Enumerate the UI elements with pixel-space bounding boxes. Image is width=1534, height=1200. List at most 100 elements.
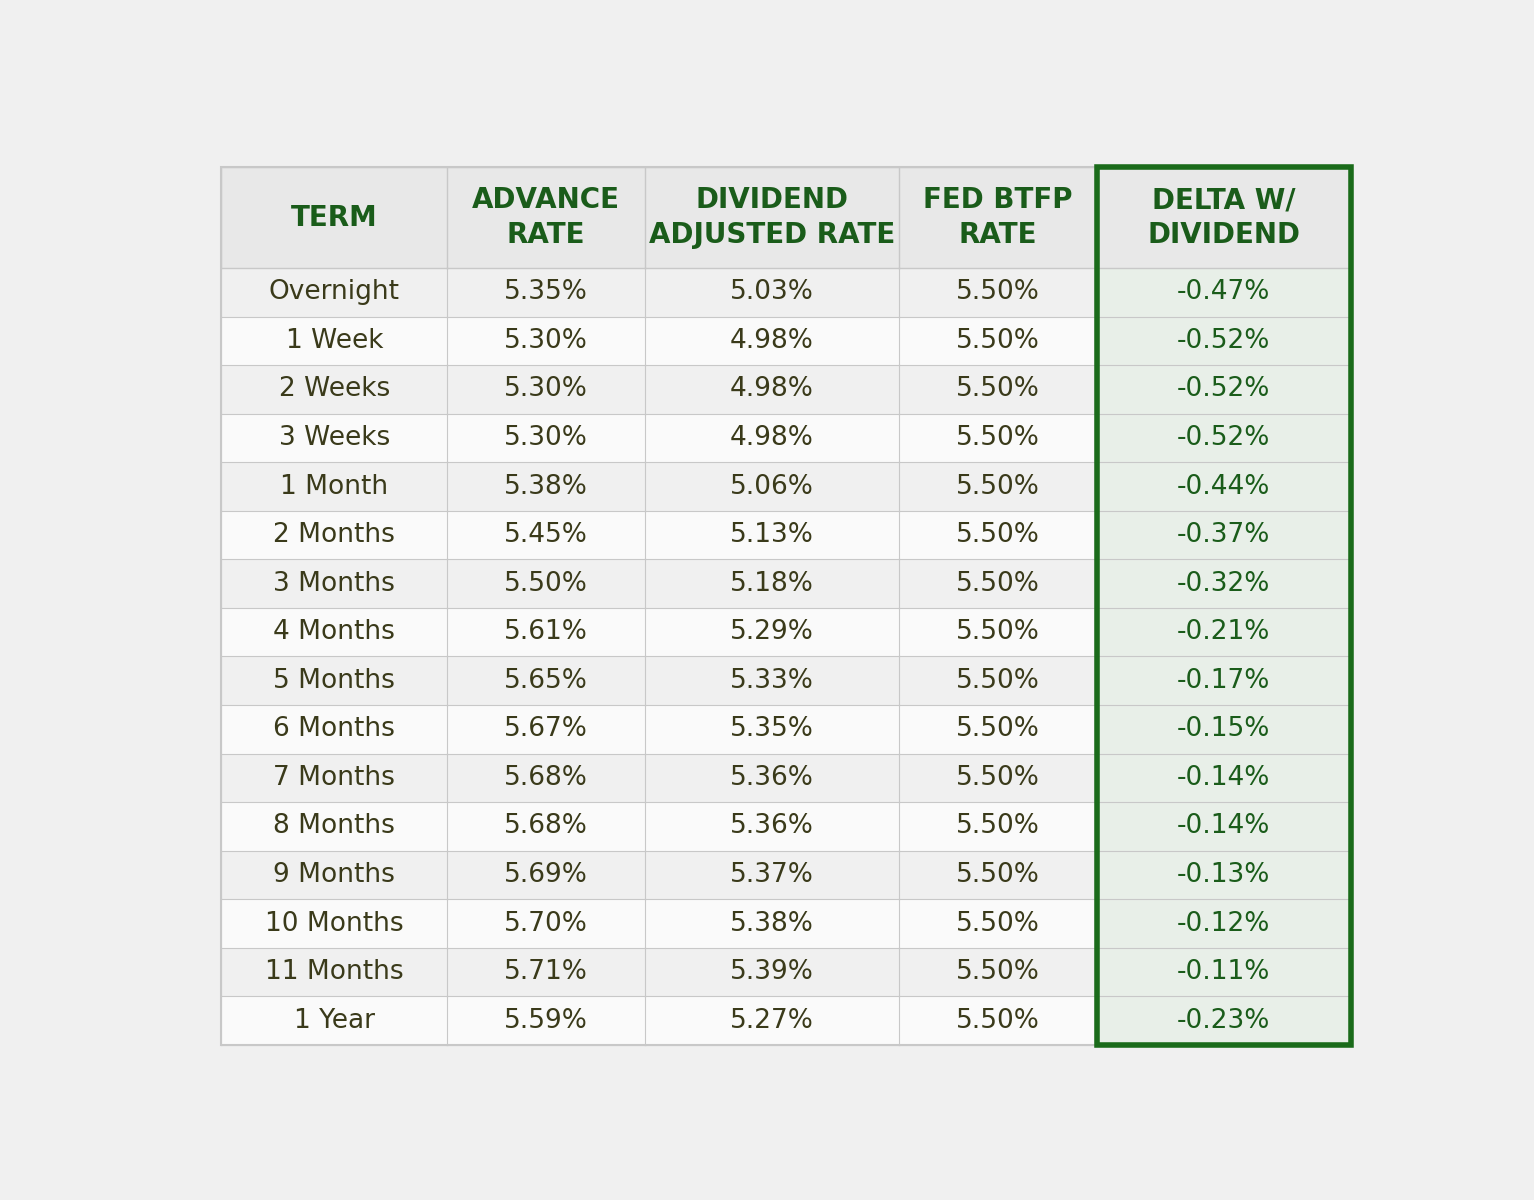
Bar (644, 559, 899, 608)
Text: -0.32%: -0.32% (1177, 571, 1270, 596)
Text: DIVIDEND
ADJUSTED RATE: DIVIDEND ADJUSTED RATE (649, 186, 896, 248)
Bar (1097, 656, 1351, 706)
Bar (448, 948, 644, 996)
Bar (899, 462, 1097, 511)
Text: 5.27%: 5.27% (730, 1008, 815, 1033)
Text: -0.14%: -0.14% (1177, 814, 1270, 840)
Text: 1 Year: 1 Year (295, 1008, 374, 1033)
Bar (1097, 365, 1351, 414)
Text: 2 Months: 2 Months (273, 522, 396, 548)
Text: 4.98%: 4.98% (730, 377, 815, 402)
Bar (899, 559, 1097, 608)
Text: 1 Month: 1 Month (281, 474, 388, 499)
Text: 5.45%: 5.45% (505, 522, 588, 548)
Bar (221, 317, 448, 365)
Text: 5.69%: 5.69% (505, 862, 588, 888)
Bar (644, 608, 899, 656)
Text: 5.70%: 5.70% (505, 911, 588, 936)
Bar (448, 559, 644, 608)
Bar (1097, 608, 1351, 656)
Bar (644, 462, 899, 511)
Bar (1097, 948, 1351, 996)
Bar (448, 317, 644, 365)
Bar (644, 414, 899, 462)
Bar (899, 754, 1097, 802)
Bar (899, 996, 1097, 1045)
Text: -0.52%: -0.52% (1177, 328, 1270, 354)
Bar (448, 268, 644, 317)
Text: 5.33%: 5.33% (730, 667, 815, 694)
Bar (899, 511, 1097, 559)
Text: 5.50%: 5.50% (956, 959, 1040, 985)
Bar (1097, 414, 1351, 462)
Bar (644, 851, 899, 899)
Text: 5 Months: 5 Months (273, 667, 396, 694)
Bar (221, 511, 448, 559)
Bar (644, 268, 899, 317)
Text: 11 Months: 11 Months (265, 959, 403, 985)
Text: -0.47%: -0.47% (1177, 280, 1270, 305)
Bar (221, 706, 448, 754)
Text: 5.50%: 5.50% (956, 764, 1040, 791)
Bar (448, 365, 644, 414)
Bar (899, 414, 1097, 462)
Text: 5.37%: 5.37% (730, 862, 815, 888)
Bar (448, 851, 644, 899)
Bar (644, 317, 899, 365)
Text: Overnight: Overnight (268, 280, 400, 305)
Bar (221, 948, 448, 996)
Bar (221, 996, 448, 1045)
Bar (448, 608, 644, 656)
Bar (448, 899, 644, 948)
Text: -0.15%: -0.15% (1177, 716, 1270, 743)
Text: 5.36%: 5.36% (730, 814, 815, 840)
Text: 5.50%: 5.50% (956, 280, 1040, 305)
Bar (1097, 167, 1351, 268)
Text: 4.98%: 4.98% (730, 425, 815, 451)
Bar (221, 754, 448, 802)
Text: ADVANCE
RATE: ADVANCE RATE (472, 186, 620, 248)
Bar (448, 996, 644, 1045)
Bar (644, 899, 899, 948)
Text: 5.61%: 5.61% (505, 619, 588, 646)
Bar (221, 365, 448, 414)
Text: 5.30%: 5.30% (505, 328, 588, 354)
Text: -0.14%: -0.14% (1177, 764, 1270, 791)
Text: 5.50%: 5.50% (956, 619, 1040, 646)
Text: 2 Weeks: 2 Weeks (279, 377, 390, 402)
Bar (448, 656, 644, 706)
Text: 3 Weeks: 3 Weeks (279, 425, 390, 451)
Text: 5.13%: 5.13% (730, 522, 815, 548)
Text: 5.35%: 5.35% (730, 716, 815, 743)
Text: 5.36%: 5.36% (730, 764, 815, 791)
Text: -0.21%: -0.21% (1177, 619, 1270, 646)
Bar (221, 414, 448, 462)
Text: 5.50%: 5.50% (956, 716, 1040, 743)
Text: -0.17%: -0.17% (1177, 667, 1270, 694)
Bar (899, 851, 1097, 899)
Bar (1097, 706, 1351, 754)
Bar (1097, 317, 1351, 365)
Text: 5.50%: 5.50% (956, 862, 1040, 888)
Bar (644, 802, 899, 851)
Bar (448, 754, 644, 802)
Text: 5.65%: 5.65% (505, 667, 588, 694)
Text: TERM: TERM (291, 204, 377, 232)
Text: 5.71%: 5.71% (505, 959, 588, 985)
Text: -0.11%: -0.11% (1177, 959, 1270, 985)
Text: FED BTFP
RATE: FED BTFP RATE (923, 186, 1072, 248)
Bar (1097, 851, 1351, 899)
Text: 5.38%: 5.38% (505, 474, 588, 499)
Text: DELTA W/
DIVIDEND: DELTA W/ DIVIDEND (1147, 186, 1301, 248)
Bar (448, 706, 644, 754)
Text: 5.03%: 5.03% (730, 280, 815, 305)
Bar (644, 706, 899, 754)
Bar (1097, 559, 1351, 608)
Text: 6 Months: 6 Months (273, 716, 396, 743)
Bar (644, 167, 899, 268)
Bar (1097, 511, 1351, 559)
Bar (644, 754, 899, 802)
Text: -0.37%: -0.37% (1177, 522, 1270, 548)
Bar (221, 559, 448, 608)
Text: 5.50%: 5.50% (956, 328, 1040, 354)
